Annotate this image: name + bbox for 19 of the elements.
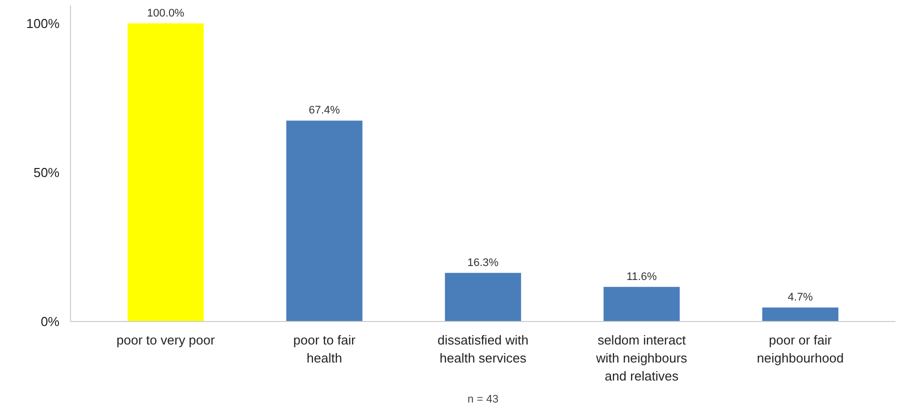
y-tick-label: 0% <box>40 314 60 329</box>
y-tick-label: 100% <box>26 16 60 31</box>
bar <box>286 120 362 322</box>
bar <box>762 307 838 322</box>
bar <box>128 23 204 322</box>
bar <box>604 286 680 322</box>
bar <box>444 272 522 322</box>
x-tick-label: poor or fair neighbourhood <box>756 332 844 366</box>
x-tick-label: poor to fair health <box>293 332 356 366</box>
data-label: 16.3% <box>467 256 499 269</box>
data-label: 67.4% <box>308 104 340 117</box>
data-label: 100.0% <box>147 7 185 20</box>
y-tick-label: 50% <box>33 164 60 180</box>
x-tick-label: dissatisfied with health services <box>437 332 529 366</box>
data-label: 11.6% <box>626 270 658 283</box>
data-label: 4.7% <box>788 291 814 304</box>
text: n = 43 <box>468 394 498 406</box>
x-tick-label: seldom interact with neighbours and relatives <box>595 332 688 384</box>
x-tick-label: poor to very poor <box>116 332 216 348</box>
